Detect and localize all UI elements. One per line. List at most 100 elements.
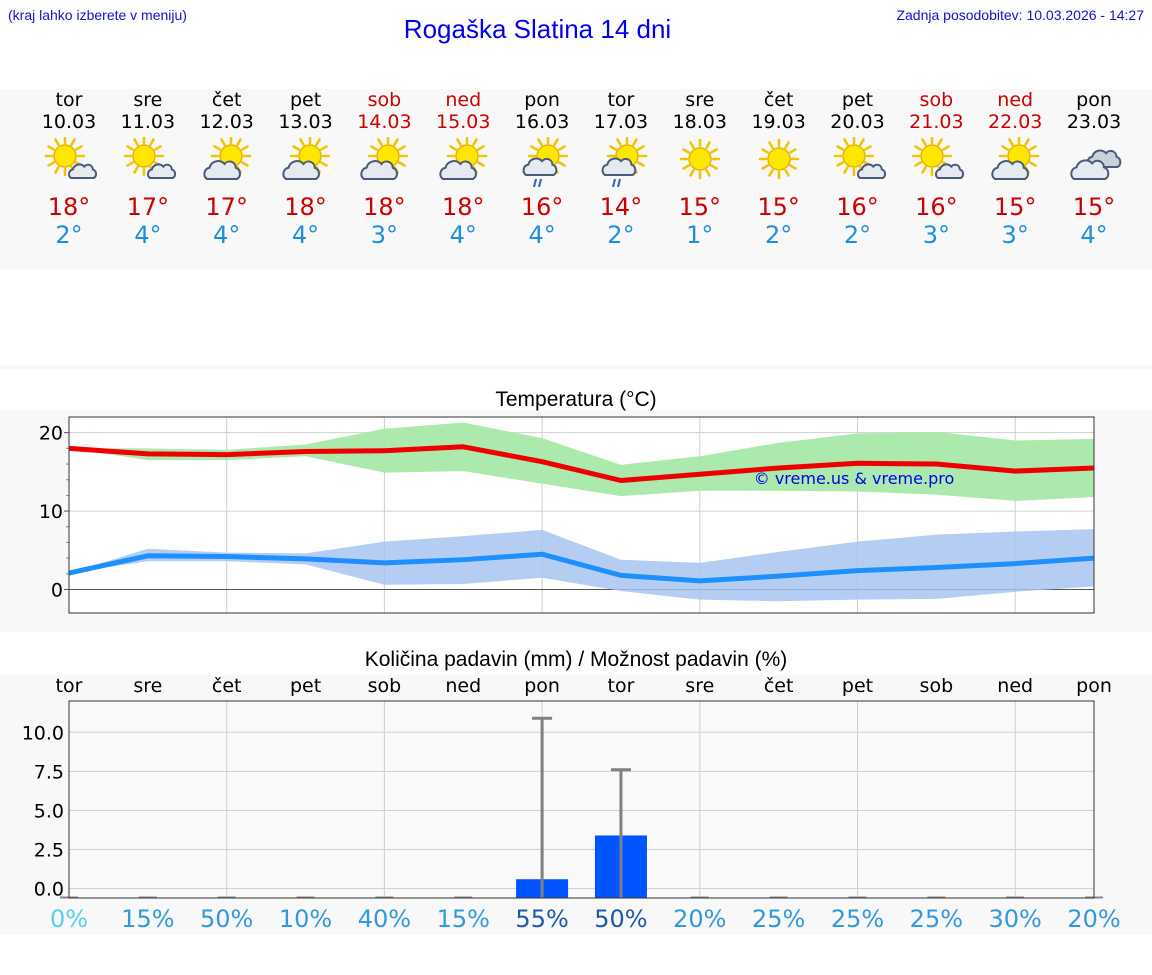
y-tick-label: 2.5 bbox=[34, 840, 64, 862]
sun-ray bbox=[632, 138, 638, 147]
sun-ray bbox=[914, 145, 923, 151]
day-name: pet bbox=[289, 89, 322, 111]
max-temperature-line bbox=[68, 444, 1095, 484]
sun-ray bbox=[783, 168, 790, 177]
x-day-label: sre bbox=[685, 675, 714, 697]
watermark: © vreme.us & vreme.pro bbox=[754, 469, 955, 488]
min-temperature: 1° bbox=[686, 221, 714, 249]
sun-ray bbox=[942, 145, 951, 151]
sun-ray bbox=[863, 145, 872, 151]
sun-ray bbox=[319, 161, 328, 167]
sun-disc bbox=[688, 147, 712, 171]
cloudy-icon bbox=[1070, 149, 1122, 180]
day-date: 13.03 bbox=[278, 111, 333, 133]
sun-ray bbox=[842, 138, 849, 147]
divider bbox=[0, 365, 1152, 369]
sunny-icon bbox=[758, 138, 799, 180]
sun-disc bbox=[53, 144, 77, 168]
sun-ray bbox=[1024, 138, 1030, 147]
sun-ray bbox=[914, 161, 923, 167]
day-column: sob 21.03 16° 3° bbox=[896, 89, 976, 249]
day-date: 23.03 bbox=[1066, 111, 1122, 133]
max-temperature: 16° bbox=[915, 193, 958, 221]
precipitation-probability: 50% bbox=[200, 905, 253, 933]
max-temperature: 18° bbox=[363, 193, 406, 221]
y-tick-label: 10.0 bbox=[22, 722, 64, 744]
sun-ray bbox=[842, 165, 849, 174]
max-temperature: 15° bbox=[678, 193, 722, 221]
day-date: 10.03 bbox=[41, 111, 97, 133]
max-temperature: 15° bbox=[1072, 193, 1116, 221]
precipitation-probability: 30% bbox=[989, 905, 1042, 933]
sun-ray bbox=[704, 168, 711, 177]
cloud-shape bbox=[601, 157, 637, 176]
min-temperature-line bbox=[68, 551, 1095, 584]
x-day-label: pet bbox=[290, 675, 321, 697]
precipitation-probability: 55% bbox=[515, 905, 568, 933]
sun-ray bbox=[636, 161, 645, 167]
max-temperature: 15° bbox=[757, 193, 800, 221]
x-day-label: sob bbox=[368, 675, 402, 697]
sun-ray bbox=[1029, 161, 1037, 167]
precipitation-probability: 25% bbox=[910, 905, 963, 933]
sun-ray bbox=[126, 161, 134, 167]
sun-ray bbox=[688, 168, 695, 177]
partly-cloudy-icon bbox=[281, 137, 330, 180]
day-name: sre bbox=[133, 89, 163, 111]
sun-ray bbox=[709, 148, 718, 154]
day-column: sob 14.03 18° 3° bbox=[344, 89, 424, 249]
sun-ray bbox=[682, 148, 690, 154]
partly-cloudy-icon bbox=[991, 137, 1040, 180]
x-day-label: sob bbox=[920, 675, 954, 697]
cloud-shape bbox=[1070, 159, 1110, 180]
max-temperature: 18° bbox=[441, 193, 485, 221]
y-tick-label: 20 bbox=[39, 423, 63, 445]
min-temperature: 4° bbox=[291, 221, 320, 249]
sun-ray bbox=[937, 138, 944, 147]
location-hint: (kraj lahko izberete v meniju) bbox=[8, 7, 187, 23]
x-day-label: tor bbox=[608, 675, 635, 697]
cloud-shape bbox=[146, 163, 176, 179]
partly-sunny-icon bbox=[44, 137, 97, 179]
sunny-icon bbox=[679, 138, 721, 180]
partly-sunny-icon bbox=[912, 137, 965, 179]
sun-ray bbox=[709, 164, 718, 170]
day-name: pon bbox=[1076, 89, 1112, 111]
sun-ray bbox=[133, 138, 139, 147]
sun-ray bbox=[47, 145, 56, 151]
cloud-shape bbox=[68, 163, 97, 179]
cloud-shape bbox=[991, 160, 1030, 180]
partly-sunny-icon bbox=[123, 137, 176, 179]
max-temperature: 14° bbox=[599, 193, 643, 221]
daily-forecast-row: tor 10.03 18° 2° sre 11.03 17° 4° čet 12.03 17° 4° p… bbox=[0, 89, 1152, 249]
day-column: sre 11.03 17° 4° bbox=[108, 89, 188, 249]
sun-ray bbox=[149, 138, 155, 147]
day-column: ned 22.03 15° 3° bbox=[975, 89, 1055, 249]
min-temperature: 3° bbox=[922, 221, 950, 249]
sun-ray bbox=[370, 145, 379, 151]
partly-sunny-icon bbox=[123, 137, 176, 179]
rain-showers-icon bbox=[601, 137, 648, 187]
day-name: tor bbox=[55, 89, 83, 111]
sun-ray bbox=[682, 164, 690, 170]
min-temperature: 4° bbox=[449, 221, 477, 249]
cloud-shape bbox=[281, 160, 320, 180]
day-name: ned bbox=[997, 89, 1034, 111]
day-name: ned bbox=[445, 89, 482, 111]
cloud-shape bbox=[360, 160, 399, 180]
y-tick-label: 5.0 bbox=[34, 800, 64, 822]
sun-ray bbox=[398, 145, 407, 151]
cloudy-icon bbox=[1070, 149, 1122, 180]
rain-drop bbox=[616, 178, 622, 187]
sun-ray bbox=[1029, 145, 1037, 151]
sunny-icon bbox=[758, 138, 799, 180]
day-name: sre bbox=[685, 89, 715, 111]
x-day-label: čet bbox=[212, 675, 242, 697]
sun-disc bbox=[920, 144, 945, 168]
sun-ray bbox=[858, 138, 865, 147]
day-column: pet 13.03 18° 4° bbox=[266, 89, 346, 249]
sun-ray bbox=[1001, 145, 1010, 151]
sun-ray bbox=[393, 138, 400, 147]
x-day-label: pon bbox=[1076, 675, 1112, 697]
precipitation-probability: 20% bbox=[673, 905, 726, 933]
